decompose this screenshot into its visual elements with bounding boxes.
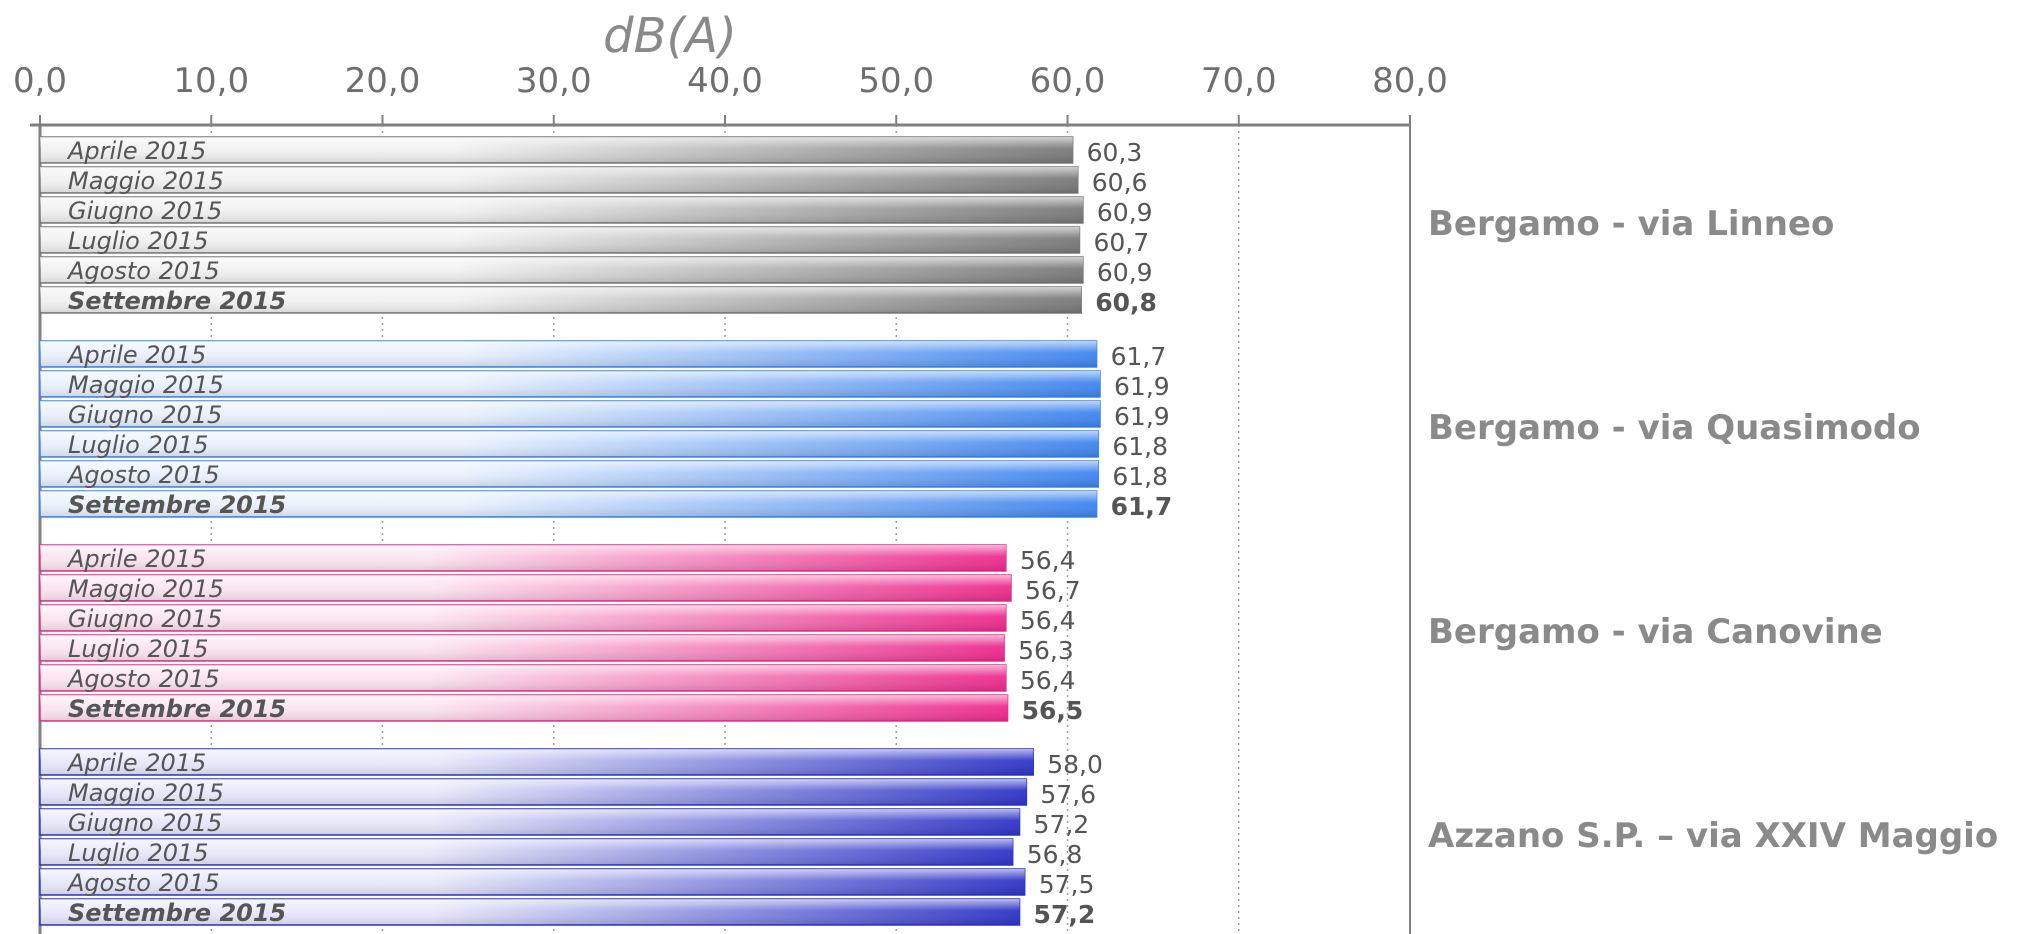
bar-shine (40, 461, 1099, 487)
bar-category-label: Settembre 2015 (68, 287, 286, 315)
bar-value-label: 56,3 (1018, 636, 1074, 665)
bar-shine (40, 341, 1097, 367)
bar-category-label: Giugno 2015 (68, 605, 222, 633)
bar-category-label: Agosto 2015 (66, 461, 220, 489)
bar-value-label: 61,9 (1114, 402, 1170, 431)
x-tick-label: 60,0 (1030, 61, 1106, 101)
bar-value-label: 56,8 (1027, 840, 1083, 869)
x-tick-label: 40,0 (687, 61, 763, 101)
bar-category-label: Settembre 2015 (68, 491, 286, 519)
bar-category-label: Settembre 2015 (68, 899, 286, 927)
bar-value-label: 60,8 (1095, 288, 1157, 317)
bar-shine (40, 869, 1025, 895)
x-tick-label: 10,0 (173, 61, 249, 101)
bar-value-label: 57,2 (1034, 900, 1096, 929)
bar-shine (40, 257, 1083, 283)
bar-category-label: Agosto 2015 (66, 257, 220, 285)
bar-category-label: Aprile 2015 (66, 545, 206, 573)
bar-value-label: 56,4 (1020, 606, 1076, 635)
group-labels: Bergamo - via Linneo Bergamo - via Quasim… (1428, 204, 1998, 856)
bar-shine (40, 491, 1097, 517)
bar-shine (40, 137, 1073, 163)
bar-category-label: Giugno 2015 (68, 401, 222, 429)
bar-shine (40, 635, 1005, 661)
bar-category-label: Maggio 2015 (68, 779, 224, 807)
bar-shine (40, 899, 1020, 925)
bar-shine (40, 227, 1080, 253)
x-axis: 0,0 10,0 20,0 30,0 40,0 50,0 60,0 70,0 80,0 (13, 61, 1448, 934)
bar-category-label: Giugno 2015 (68, 197, 222, 225)
bar-shine (40, 371, 1101, 397)
bar-value-label: 61,8 (1112, 432, 1168, 461)
bar-shine (40, 545, 1006, 571)
bar-category-label: Luglio 2015 (68, 635, 209, 663)
x-tick-label: 20,0 (345, 61, 421, 101)
group-label: Bergamo - via Linneo (1428, 204, 1834, 244)
bar-value-label: 58,0 (1047, 750, 1103, 779)
bar-value-label: 57,2 (1034, 810, 1090, 839)
bar-category-label: Aprile 2015 (66, 749, 206, 777)
x-tick-label: 70,0 (1201, 61, 1277, 101)
bar-value-label: 56,5 (1022, 696, 1084, 725)
bar-shine (40, 605, 1006, 631)
bar-category-label: Luglio 2015 (68, 431, 209, 459)
bars: Aprile 2015 60,3 Maggio 2015 60,6 Giugno 201… (39, 136, 1173, 929)
bar-category-label: Agosto 2015 (66, 869, 220, 897)
unit-label: dB(A) (603, 8, 737, 64)
x-tick-label: 50,0 (858, 61, 934, 101)
x-tick-label: 80,0 (1372, 61, 1448, 101)
bar-category-label: Agosto 2015 (66, 665, 220, 693)
bar-value-label: 61,8 (1112, 462, 1168, 491)
bar-shine (40, 839, 1013, 865)
bar-shine (40, 695, 1008, 721)
bar-value-label: 60,6 (1092, 168, 1148, 197)
x-tick-label: 0,0 (13, 61, 67, 101)
bar-value-label: 56,7 (1025, 576, 1081, 605)
bar-value-label: 60,9 (1097, 198, 1153, 227)
bar-shine (40, 167, 1078, 193)
bar-shine (40, 665, 1006, 691)
bar-category-label: Maggio 2015 (68, 167, 224, 195)
bar-shine (40, 575, 1011, 601)
bar-shine (40, 431, 1099, 457)
bar-category-label: Aprile 2015 (66, 137, 206, 165)
bar-shine (40, 779, 1027, 805)
x-tick-label: 30,0 (516, 61, 592, 101)
bar-value-label: 56,4 (1020, 546, 1076, 575)
bar-value-label: 60,9 (1097, 258, 1153, 287)
bar-value-label: 57,5 (1039, 870, 1095, 899)
bar-category-label: Maggio 2015 (68, 575, 224, 603)
bar-category-label: Luglio 2015 (68, 839, 209, 867)
bar-category-label: Aprile 2015 (66, 341, 206, 369)
bar-category-label: Luglio 2015 (68, 227, 209, 255)
bar-value-label: 60,3 (1087, 138, 1143, 167)
bar-category-label: Settembre 2015 (68, 695, 286, 723)
bar-value-label: 57,6 (1040, 780, 1096, 809)
bar-value-label: 60,7 (1093, 228, 1149, 257)
bar-shine (40, 197, 1083, 223)
bar-category-label: Giugno 2015 (68, 809, 222, 837)
group-label: Azzano S.P. – via XXIV Maggio (1428, 816, 1998, 856)
bar-value-label: 56,4 (1020, 666, 1076, 695)
group-label: Bergamo - via Canovine (1428, 612, 1883, 652)
bar-shine (40, 287, 1082, 313)
bar-category-label: Maggio 2015 (68, 371, 224, 399)
group-label: Bergamo - via Quasimodo (1428, 408, 1921, 448)
bar-value-label: 61,7 (1111, 342, 1167, 371)
bar-value-label: 61,7 (1111, 492, 1173, 521)
bar-value-label: 61,9 (1114, 372, 1170, 401)
bar-shine (40, 809, 1020, 835)
bar-shine (40, 401, 1101, 427)
bar-shine (40, 749, 1034, 775)
